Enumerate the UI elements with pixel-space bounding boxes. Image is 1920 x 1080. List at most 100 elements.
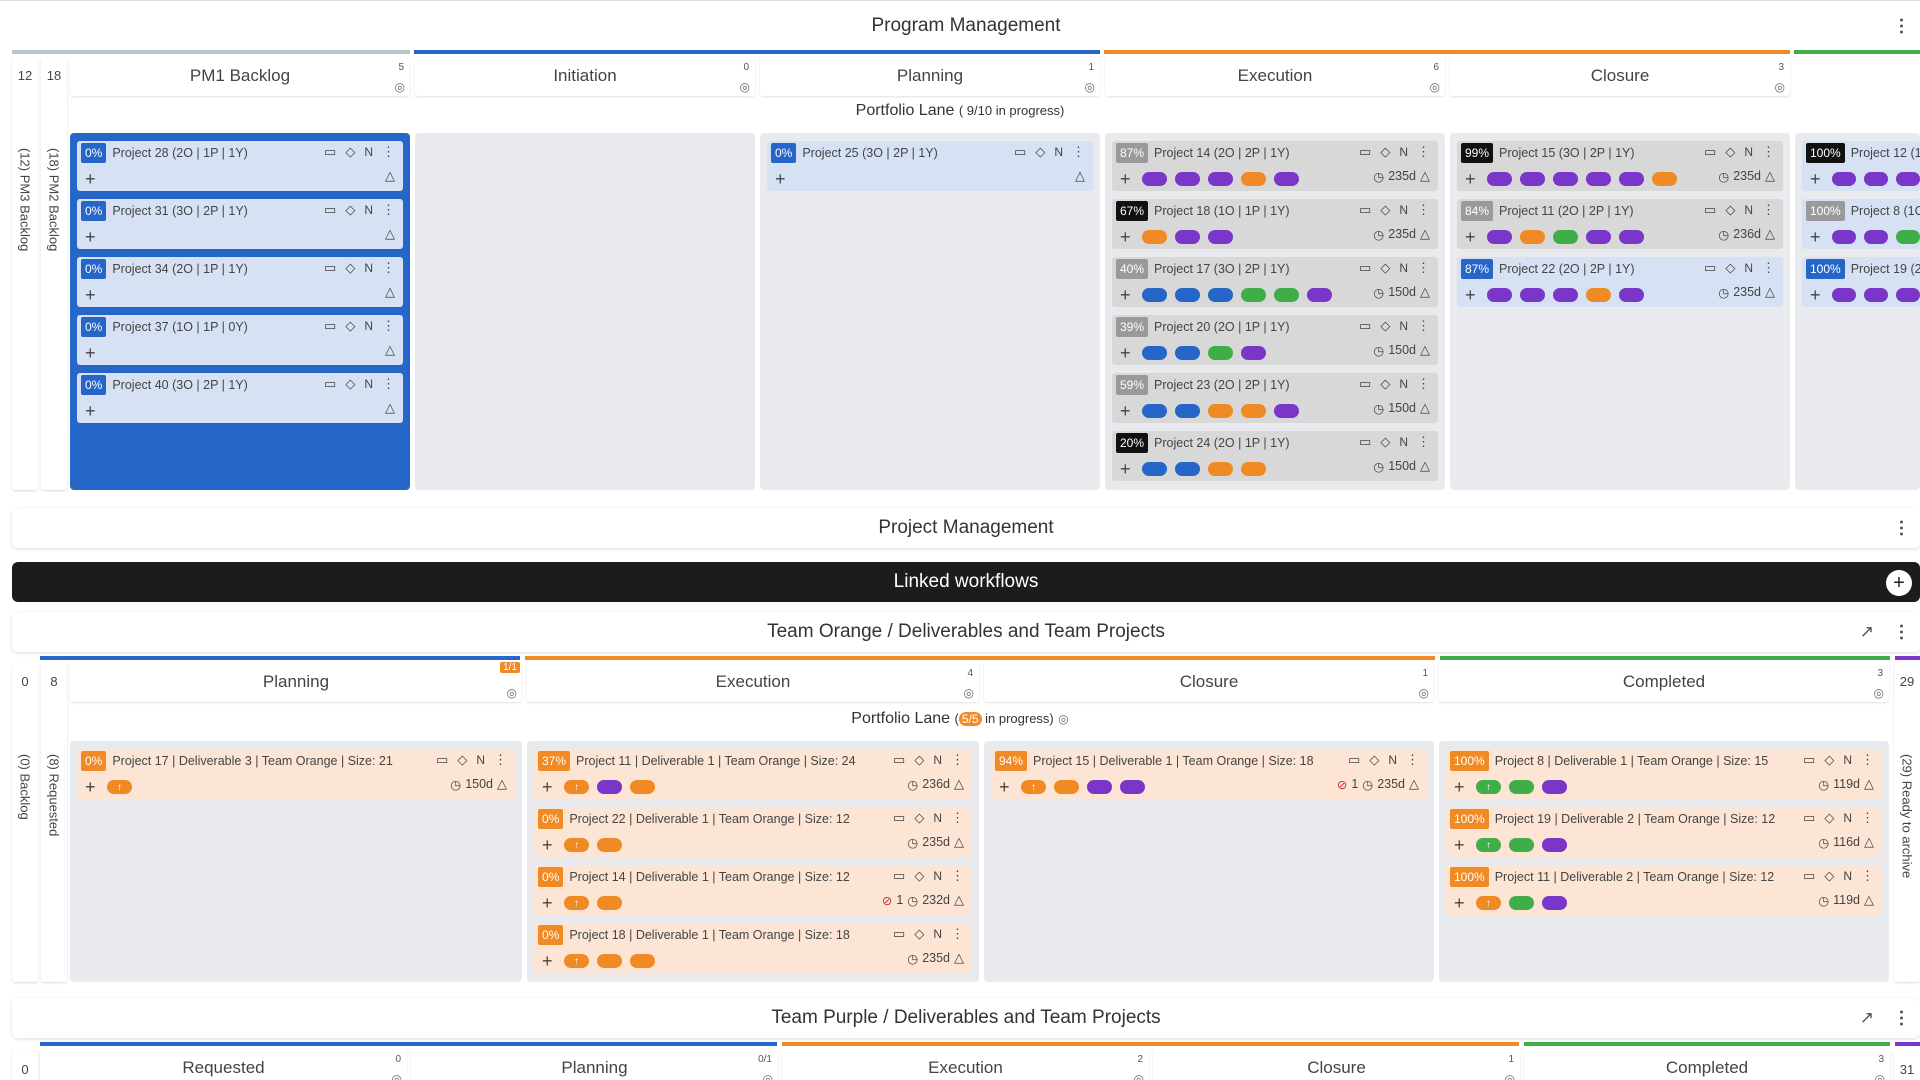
n-badge[interactable]: N (364, 145, 373, 159)
ruler-icon[interactable]: ▭ (324, 318, 337, 333)
program-menu-icon[interactable] (1892, 18, 1910, 34)
team-pill[interactable] (597, 896, 622, 910)
kebab-icon[interactable]: ⋮ (382, 318, 395, 333)
add-linked-workflow-button[interactable]: + (1886, 570, 1912, 596)
team-pill[interactable] (1863, 172, 1888, 186)
add-icon[interactable]: + (1465, 168, 1476, 189)
warning-icon[interactable]: △ (385, 342, 395, 357)
kebab-icon[interactable]: ⋮ (1762, 202, 1775, 217)
tag-icon[interactable]: ◇ (1380, 434, 1391, 449)
ruler-icon[interactable]: ▭ (436, 752, 449, 767)
team-pill[interactable] (1863, 230, 1888, 244)
column-header[interactable]: Requested 0 ◎ (40, 1048, 407, 1080)
ruler-icon[interactable]: ▭ (1803, 810, 1816, 825)
warning-icon[interactable]: △ (954, 834, 964, 849)
n-badge[interactable]: N (1399, 145, 1408, 159)
kebab-icon[interactable]: ⋮ (1417, 434, 1430, 449)
tag-icon[interactable]: ◇ (345, 260, 356, 275)
team-pill[interactable] (1054, 780, 1079, 794)
project-card[interactable]: 100% Project 19 | Deliverable 2 | Team Or… (1446, 807, 1882, 857)
team-pill[interactable] (597, 838, 622, 852)
warning-icon[interactable]: △ (954, 892, 964, 907)
column-header[interactable]: Closure 1 ◎ (984, 662, 1434, 702)
ruler-icon[interactable]: ▭ (893, 752, 906, 767)
team-pill[interactable] (1241, 288, 1266, 302)
tp-right-column[interactable]: 31 (1894, 1050, 1920, 1080)
column-header[interactable]: Completed 3 ◎ (1524, 1048, 1890, 1080)
tag-icon[interactable]: ◇ (1824, 868, 1835, 883)
team-pill[interactable] (1241, 346, 1266, 360)
project-card[interactable]: 0% Project 40 (3O | 2P | 1Y) ▭ ◇ N ⋮ + △ (77, 373, 403, 423)
ruler-icon[interactable]: ▭ (1348, 752, 1361, 767)
warning-icon[interactable]: △ (1409, 776, 1419, 791)
team-pill[interactable] (1586, 172, 1611, 186)
n-badge[interactable]: N (933, 869, 942, 883)
kebab-icon[interactable]: ⋮ (1417, 260, 1430, 275)
team-pill[interactable] (630, 780, 655, 794)
warning-icon[interactable]: △ (954, 950, 964, 965)
team-pill[interactable] (1208, 404, 1233, 418)
wip-icon[interactable]: ◎ (1429, 80, 1440, 94)
add-icon[interactable]: + (1465, 226, 1476, 247)
team-pill[interactable] (597, 780, 622, 794)
kebab-icon[interactable]: ⋮ (951, 810, 964, 825)
kebab-icon[interactable]: ⋮ (1417, 202, 1430, 217)
add-icon[interactable]: + (1120, 400, 1131, 421)
add-icon[interactable]: + (542, 892, 553, 913)
team-pill[interactable] (1831, 288, 1856, 302)
add-icon[interactable]: + (85, 776, 96, 797)
team-pill[interactable] (1208, 288, 1233, 302)
team-pill[interactable] (1175, 172, 1200, 186)
project-card[interactable]: 0% Project 22 | Deliverable 1 | Team Oran… (534, 807, 972, 857)
project-card[interactable]: 0% Project 37 (1O | 1P | 0Y) ▭ ◇ N ⋮ + △ (77, 315, 403, 365)
team-pill[interactable] (1553, 230, 1578, 244)
warning-icon[interactable]: △ (1765, 284, 1775, 299)
team-pill[interactable] (1619, 230, 1644, 244)
ruler-icon[interactable]: ▭ (1359, 434, 1372, 449)
ruler-icon[interactable]: ▭ (324, 144, 337, 159)
project-card[interactable]: 94% Project 15 | Deliverable 1 | Team Ora… (991, 749, 1427, 799)
team-pill[interactable] (1487, 230, 1512, 244)
ruler-icon[interactable]: ▭ (1704, 144, 1717, 159)
add-icon[interactable]: + (1454, 834, 1465, 855)
tp-left-column[interactable]: 0 (12, 1050, 38, 1080)
add-icon[interactable]: + (1810, 284, 1821, 305)
wip-icon[interactable]: ◎ (1874, 1072, 1885, 1080)
project-card[interactable]: 39% Project 20 (2O | 1P | 1Y) ▭ ◇ N ⋮ + ◷ 150d △ (1112, 315, 1438, 365)
tag-icon[interactable]: ◇ (1380, 144, 1391, 159)
warning-icon[interactable]: △ (385, 168, 395, 183)
team-pill[interactable] (1175, 288, 1200, 302)
add-icon[interactable]: + (1120, 342, 1131, 363)
column-header[interactable]: Closure 1 ◎ (1153, 1048, 1520, 1080)
add-icon[interactable]: + (999, 776, 1010, 797)
warning-icon[interactable]: △ (1864, 776, 1874, 791)
team-pill[interactable] (1241, 404, 1266, 418)
team-pill[interactable] (1175, 230, 1200, 244)
team-pill[interactable] (1619, 172, 1644, 186)
project-card[interactable]: 40% Project 17 (3O | 2P | 1Y) ▭ ◇ N ⋮ + ◷ 150d △ (1112, 257, 1438, 307)
ruler-icon[interactable]: ▭ (1359, 202, 1372, 217)
add-icon[interactable]: + (85, 226, 96, 247)
ruler-icon[interactable]: ▭ (1704, 260, 1717, 275)
team-pill[interactable] (1274, 288, 1299, 302)
kebab-icon[interactable]: ⋮ (951, 868, 964, 883)
team-pill[interactable] (1520, 230, 1545, 244)
team-pill[interactable] (1619, 288, 1644, 302)
wip-icon[interactable]: ◎ (739, 80, 750, 94)
to-ready-archive-column[interactable]: 29 (29) Ready to archive (1894, 664, 1920, 982)
tag-icon[interactable]: ◇ (1725, 202, 1736, 217)
warning-icon[interactable]: △ (385, 226, 395, 241)
team-pill[interactable] (1487, 172, 1512, 186)
wip-icon[interactable]: ◎ (1873, 686, 1884, 700)
column-header[interactable]: Execution 4 ◎ (527, 662, 979, 702)
to-requested-column[interactable]: 8 (8) Requested (41, 664, 67, 982)
tag-icon[interactable]: ◇ (1380, 376, 1391, 391)
kebab-icon[interactable]: ⋮ (1861, 810, 1874, 825)
team-pill[interactable] (1208, 172, 1233, 186)
kebab-icon[interactable]: ⋮ (1762, 260, 1775, 275)
project-card[interactable]: 0% Project 17 | Deliverable 3 | Team Oran… (77, 749, 515, 799)
team-purple-menu-icon[interactable] (1892, 1010, 1910, 1026)
n-badge[interactable]: N (933, 811, 942, 825)
team-pill[interactable] (1274, 172, 1299, 186)
kebab-icon[interactable]: ⋮ (1861, 752, 1874, 767)
